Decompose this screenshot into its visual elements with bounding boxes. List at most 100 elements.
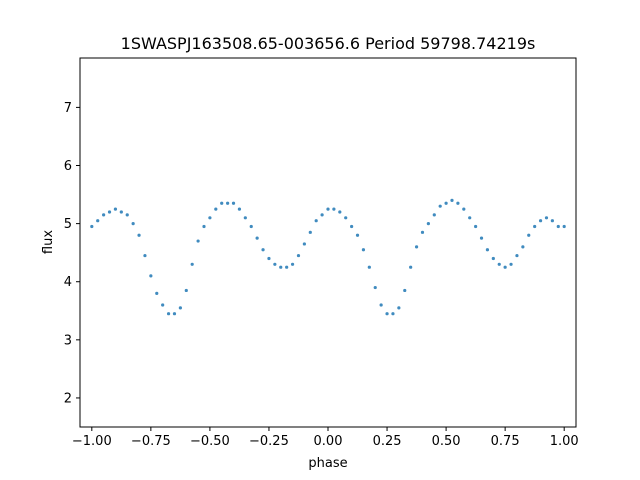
data-point bbox=[302, 242, 306, 246]
data-point bbox=[326, 207, 330, 211]
data-point bbox=[137, 233, 141, 237]
x-tick-label: 0.75 bbox=[491, 434, 520, 449]
data-point bbox=[509, 262, 513, 266]
data-point bbox=[290, 262, 295, 266]
data-point bbox=[119, 210, 123, 214]
data-point bbox=[456, 201, 460, 205]
y-axis-label: flux bbox=[41, 230, 56, 254]
data-point bbox=[285, 265, 289, 269]
y-tick-label: 7 bbox=[64, 101, 72, 116]
data-point bbox=[391, 312, 395, 316]
data-point bbox=[527, 233, 531, 237]
data-point bbox=[320, 213, 324, 217]
data-point bbox=[214, 207, 218, 211]
data-point bbox=[125, 213, 129, 217]
data-point bbox=[338, 210, 342, 214]
data-point bbox=[485, 248, 490, 252]
data-point bbox=[468, 216, 472, 220]
data-point bbox=[143, 253, 147, 258]
data-point bbox=[161, 303, 165, 307]
y-tick-label: 3 bbox=[64, 333, 72, 348]
data-point bbox=[373, 285, 377, 290]
data-point bbox=[491, 256, 495, 261]
data-point bbox=[96, 219, 100, 223]
x-tick-label: 0.00 bbox=[314, 434, 343, 449]
y-tick-label: 2 bbox=[64, 391, 72, 406]
data-point bbox=[90, 224, 94, 229]
y-tick-label: 5 bbox=[64, 217, 72, 232]
y-tick-label: 4 bbox=[64, 275, 72, 290]
data-point bbox=[556, 224, 560, 229]
data-point bbox=[196, 239, 200, 243]
data-point bbox=[379, 303, 383, 307]
data-point bbox=[249, 224, 253, 229]
data-point bbox=[350, 224, 354, 229]
data-point bbox=[172, 312, 177, 316]
data-point bbox=[296, 253, 301, 258]
data-point bbox=[243, 216, 247, 220]
data-point bbox=[107, 210, 112, 214]
data-point bbox=[409, 265, 413, 269]
y-axis-ticks: 2 3 4 5 6 7 bbox=[64, 101, 80, 406]
x-axis-ticks: −1.00 −0.75 −0.50 −0.25 0.00 0.25 0.50 0.75 1.00 bbox=[72, 427, 579, 449]
data-point bbox=[414, 245, 419, 249]
data-point bbox=[332, 207, 336, 211]
data-point bbox=[367, 265, 371, 269]
data-point bbox=[438, 204, 442, 208]
data-point bbox=[279, 265, 283, 269]
x-axis-label: phase bbox=[308, 456, 347, 471]
data-point bbox=[497, 262, 501, 266]
data-point bbox=[149, 274, 153, 278]
data-point bbox=[533, 224, 537, 229]
data-point bbox=[550, 219, 554, 223]
data-point bbox=[503, 265, 507, 269]
data-point bbox=[462, 207, 466, 211]
data-point bbox=[273, 262, 277, 266]
data-point bbox=[190, 262, 194, 266]
data-point bbox=[562, 224, 566, 229]
data-point bbox=[479, 236, 484, 240]
x-tick-label: −0.25 bbox=[249, 434, 289, 449]
plot-frame bbox=[79, 57, 577, 428]
data-point bbox=[237, 207, 242, 211]
data-point bbox=[255, 236, 259, 240]
data-point bbox=[361, 248, 366, 252]
data-point bbox=[184, 288, 188, 293]
data-point bbox=[385, 312, 389, 316]
data-point bbox=[131, 222, 135, 226]
data-point bbox=[538, 219, 543, 223]
data-point bbox=[267, 256, 271, 261]
x-tick-label: −0.75 bbox=[131, 434, 171, 449]
chart-title: 1SWASPJ163508.65-003656.6 Period 59798.7… bbox=[121, 34, 536, 53]
x-tick-label: −1.00 bbox=[72, 434, 112, 449]
data-point bbox=[450, 198, 454, 202]
data-point bbox=[474, 224, 478, 229]
x-tick-label: 1.00 bbox=[550, 434, 579, 449]
data-point bbox=[202, 224, 206, 229]
data-point bbox=[231, 201, 236, 205]
data-point bbox=[432, 213, 436, 217]
data-point bbox=[355, 233, 360, 237]
data-point bbox=[261, 248, 265, 252]
data-point bbox=[515, 253, 519, 258]
data-point bbox=[397, 306, 401, 310]
data-point bbox=[226, 201, 230, 205]
data-point bbox=[178, 306, 182, 310]
data-point bbox=[155, 291, 159, 295]
data-point bbox=[521, 245, 525, 249]
data-point bbox=[344, 216, 348, 220]
data-point bbox=[220, 201, 224, 205]
data-point bbox=[113, 207, 118, 211]
data-point bbox=[420, 230, 425, 234]
data-point bbox=[314, 219, 318, 223]
data-point bbox=[426, 222, 430, 226]
data-point bbox=[208, 216, 212, 220]
y-tick-label: 6 bbox=[64, 159, 72, 174]
data-point bbox=[403, 288, 407, 293]
data-point bbox=[544, 216, 549, 220]
x-tick-label: −0.50 bbox=[190, 434, 230, 449]
x-tick-label: 0.50 bbox=[432, 434, 461, 449]
data-point bbox=[102, 213, 106, 217]
x-tick-label: 0.25 bbox=[373, 434, 402, 449]
